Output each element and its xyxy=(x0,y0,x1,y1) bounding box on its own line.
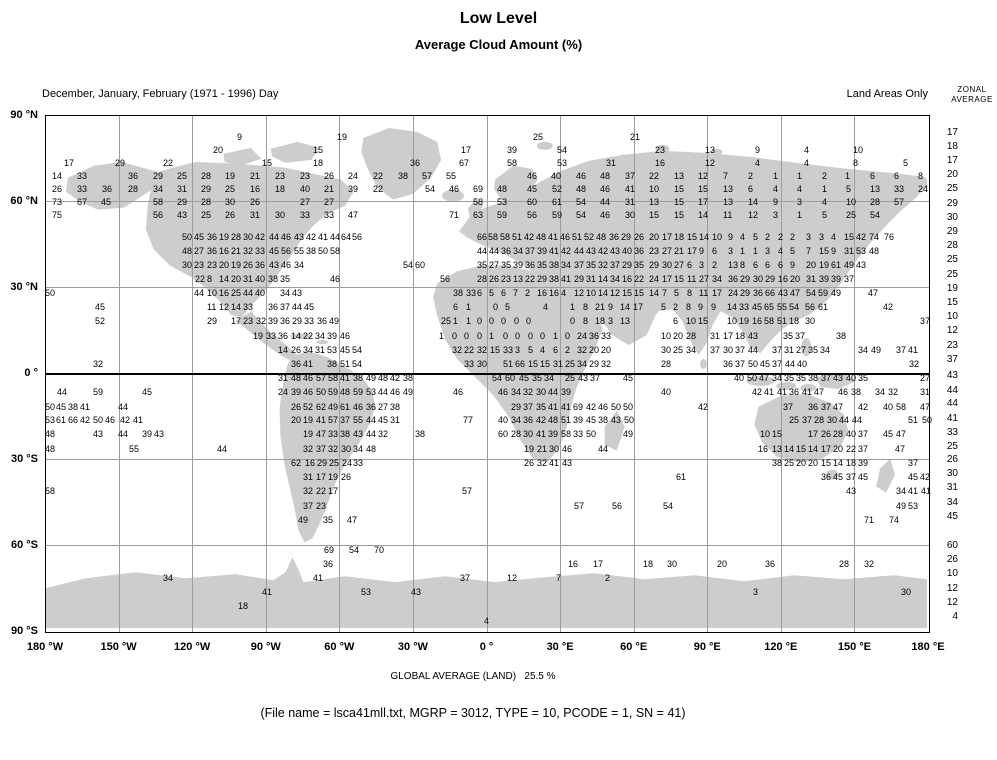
zonal-average-value: 17 xyxy=(946,127,958,138)
zonal-average-value: 37 xyxy=(946,354,958,365)
zonal-average-value: 44 xyxy=(946,385,958,396)
lon-tick-label: 90 °E xyxy=(693,641,721,653)
grid-line-latitude xyxy=(46,287,929,288)
zonal-average-value: 15 xyxy=(946,297,958,308)
lat-tick-label: 90 °S xyxy=(10,625,38,637)
zonal-average-value: 33 xyxy=(946,427,958,438)
lon-tick-label: 150 °W xyxy=(100,641,137,653)
zonal-header-line2: AVERAGE xyxy=(951,95,993,104)
zonal-average-value: 26 xyxy=(946,554,958,565)
zonal-average-value: 25 xyxy=(946,254,958,265)
zonal-average-value: 30 xyxy=(946,468,958,479)
zonal-average-value: 4 xyxy=(952,611,958,622)
zonal-average-value: 25 xyxy=(946,269,958,280)
file-info-text: (File name = lsca41mll.txt, MGRP = 3012,… xyxy=(260,706,686,720)
lon-tick-label: 120 °E xyxy=(764,641,798,653)
zonal-average-value: 18 xyxy=(946,141,958,152)
grid-line-latitude xyxy=(46,373,929,375)
lat-tick-label: 30 °N xyxy=(10,281,38,293)
zonal-average-value: 10 xyxy=(946,311,958,322)
lat-tick-label: 60 °N xyxy=(10,195,38,207)
grid-line-latitude xyxy=(46,459,929,460)
lon-tick-label: 60 °E xyxy=(620,641,648,653)
lat-tick-label: 30 °S xyxy=(10,453,38,465)
zonal-average-value: 44 xyxy=(946,398,958,409)
zonal-average-value: 28 xyxy=(946,240,958,251)
season-period-label: December, January, February (1971 - 1996… xyxy=(42,88,279,100)
zonal-average-value: 29 xyxy=(946,198,958,209)
zonal-average-value: 60 xyxy=(946,540,958,551)
lon-tick-label: 180 °E xyxy=(911,641,945,653)
land-areas-only-label: Land Areas Only xyxy=(846,88,928,100)
lon-tick-label: 90 °W xyxy=(250,641,281,653)
zonal-average-value: 30 xyxy=(946,212,958,223)
global-average-text: GLOBAL AVERAGE (LAND) 25.5 % xyxy=(390,671,556,682)
zonal-average-value: 17 xyxy=(946,155,958,166)
zonal-average-value: 23 xyxy=(946,340,958,351)
map-panel xyxy=(45,115,930,633)
zonal-average-value: 41 xyxy=(946,413,958,424)
zonal-average-value: 31 xyxy=(946,482,958,493)
zonal-average-value: 20 xyxy=(946,169,958,180)
lat-tick-label: 90 °N xyxy=(10,109,38,121)
zonal-average-value: 25 xyxy=(946,183,958,194)
grid-line-latitude xyxy=(46,545,929,546)
lon-tick-label: 120 °W xyxy=(174,641,211,653)
zonal-average-value: 19 xyxy=(946,283,958,294)
zonal-average-value: 10 xyxy=(946,568,958,579)
lon-tick-label: 0 ° xyxy=(479,641,494,653)
zonal-header-line1: ZONAL xyxy=(957,85,987,94)
zonal-average-value: 29 xyxy=(946,226,958,237)
lon-tick-label: 150 °E xyxy=(837,641,871,653)
zonal-average-value: 34 xyxy=(946,497,958,508)
zonal-average-value: 12 xyxy=(946,583,958,594)
chart-title: Low Level xyxy=(459,10,538,27)
lat-tick-label: 60 °S xyxy=(10,539,38,551)
zonal-average-value: 25 xyxy=(946,441,958,452)
lat-tick-label: 0 ° xyxy=(24,367,38,379)
chart-subtitle: Average Cloud Amount (%) xyxy=(414,37,583,52)
lon-tick-label: 180 °W xyxy=(26,641,64,653)
zonal-average-value: 43 xyxy=(946,370,958,381)
lon-tick-label: 30 °E xyxy=(546,641,574,653)
zonal-average-value: 26 xyxy=(946,454,958,465)
zonal-average-value: 45 xyxy=(946,511,958,522)
lon-tick-label: 30 °W xyxy=(397,641,428,653)
grid-line-latitude xyxy=(46,201,929,202)
zonal-average-value: 12 xyxy=(946,325,958,336)
zonal-average-value: 12 xyxy=(946,597,958,608)
zonal-average-column-header: ZONAL AVERAGE xyxy=(948,85,996,105)
lon-tick-label: 60 °W xyxy=(324,641,355,653)
